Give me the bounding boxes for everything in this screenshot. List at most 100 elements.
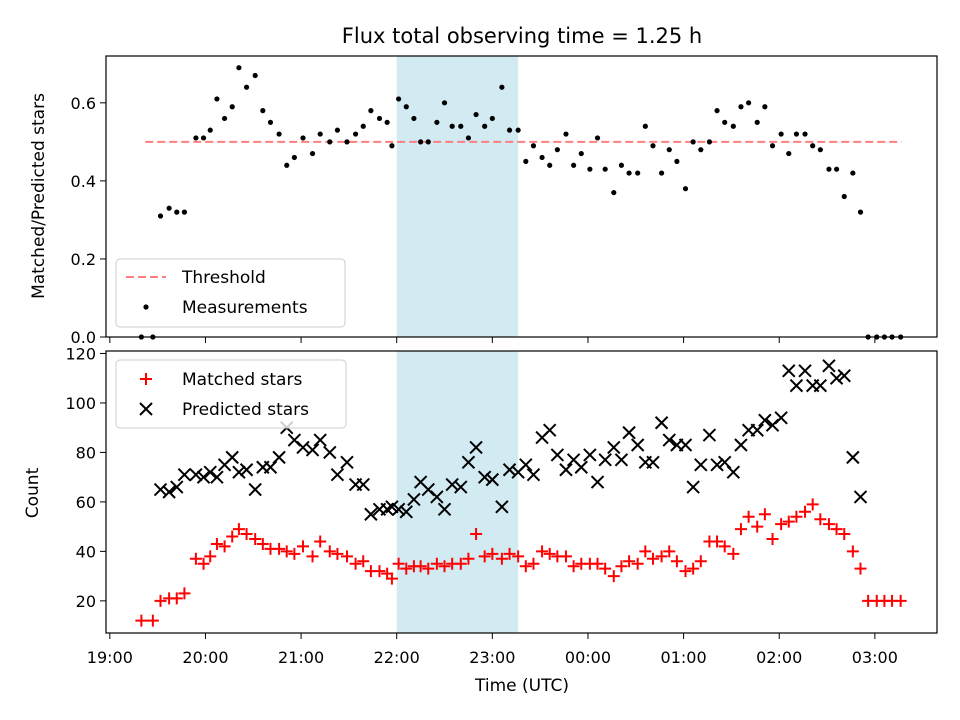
measurement-point bbox=[243, 84, 250, 90]
predicted-stars-point bbox=[846, 450, 860, 465]
matched-stars-point bbox=[519, 560, 532, 573]
measurement-point bbox=[166, 205, 172, 211]
measurement-point bbox=[291, 154, 297, 161]
measurement-point bbox=[650, 143, 656, 149]
measurement-point bbox=[207, 127, 213, 133]
measurement-point bbox=[317, 131, 323, 137]
matched-stars-point bbox=[727, 547, 740, 560]
legend-predicted-label: Predicted stars bbox=[182, 400, 309, 420]
x-tick-label: 00:00 bbox=[565, 648, 611, 667]
y-tick-label: 0.6 bbox=[71, 94, 96, 113]
matched-stars-point bbox=[830, 523, 843, 536]
legend-matched-swatch bbox=[140, 373, 152, 385]
predicted-stars-point bbox=[583, 448, 597, 462]
ratio-axes-frame bbox=[105, 55, 938, 338]
time-x-axis: 19:00 20:00 21:00 22:00 23:00 00:00 01:00 02:00… bbox=[87, 633, 898, 667]
predicted-stars-point bbox=[196, 470, 211, 484]
matched-stars-point bbox=[799, 505, 812, 518]
matched-stars-point bbox=[385, 572, 398, 585]
predicted-stars-point bbox=[232, 465, 246, 479]
matched-stars-point bbox=[814, 513, 827, 526]
predicted-stars-point bbox=[789, 378, 804, 393]
measurement-point bbox=[714, 108, 720, 114]
measurement-point bbox=[738, 104, 744, 110]
x-tick-label: 03:00 bbox=[852, 648, 898, 667]
count-axes-frame bbox=[105, 350, 938, 634]
matched-stars-point bbox=[758, 508, 771, 521]
x-tick-label: 22:00 bbox=[374, 648, 420, 667]
measurement-point bbox=[626, 170, 632, 176]
predicted-stars-point bbox=[170, 480, 184, 494]
matched-stars-point bbox=[323, 545, 336, 558]
predicted-stars-point bbox=[330, 467, 345, 482]
measurement-point bbox=[376, 115, 383, 122]
measurement-point bbox=[793, 131, 800, 137]
y-tick-label: 60 bbox=[76, 493, 96, 512]
matched-stars-point bbox=[204, 550, 217, 563]
measurement-point bbox=[611, 189, 617, 196]
predicted-stars-point bbox=[829, 371, 844, 385]
matched-stars-point bbox=[478, 550, 491, 563]
predicted-stars-point bbox=[734, 438, 748, 452]
x-axis-label: Time (UTC) bbox=[474, 676, 569, 696]
matched-stars-point bbox=[894, 594, 907, 607]
measurement-point bbox=[418, 139, 424, 145]
measurement-point bbox=[309, 150, 316, 157]
matched-stars-point bbox=[170, 592, 183, 605]
matched-stars-point bbox=[438, 560, 451, 573]
ratio-plot-area bbox=[138, 65, 904, 340]
measurement-point bbox=[571, 162, 577, 168]
predicted-stars-point bbox=[750, 423, 764, 437]
measurement-point bbox=[547, 162, 553, 168]
measurement-point bbox=[236, 65, 242, 71]
predicted-stars-point bbox=[502, 463, 517, 477]
predicted-stars-point bbox=[782, 364, 796, 378]
matched-stars-point bbox=[790, 510, 803, 523]
matched-stars-point bbox=[486, 547, 499, 560]
predicted-stars-point bbox=[519, 458, 533, 472]
measurement-point bbox=[690, 139, 696, 145]
highlight-span bbox=[396, 351, 519, 633]
ratio-y-axis-label: Matched/Predicted stars bbox=[29, 93, 49, 299]
y-tick-label: 100 bbox=[65, 394, 96, 413]
predicted-stars-point bbox=[678, 438, 693, 452]
matched-stars-point bbox=[543, 547, 556, 560]
predicted-stars-point bbox=[239, 463, 254, 477]
ratio-y-axis: 0.0 0.2 0.4 0.6 bbox=[71, 94, 876, 347]
measurement-point bbox=[352, 131, 359, 137]
matched-stars-point bbox=[226, 530, 239, 543]
measurement-point bbox=[229, 104, 235, 110]
y-tick-label: 20 bbox=[76, 592, 96, 611]
matched-stars-point bbox=[197, 557, 210, 570]
measurement-point bbox=[666, 147, 672, 153]
y-tick-label: 0.4 bbox=[71, 172, 96, 191]
predicted-stars-point bbox=[313, 433, 327, 447]
ratio-panel: 0.0 0.2 0.4 0.6 Matched/Predicted stars Thr… bbox=[29, 55, 938, 347]
matched-stars-point bbox=[495, 552, 508, 565]
x-tick-label: 20:00 bbox=[182, 648, 228, 667]
count-legend-box bbox=[115, 359, 347, 429]
predicted-stars-point bbox=[210, 470, 224, 484]
matched-stars-point bbox=[392, 557, 405, 570]
measurement-point bbox=[368, 108, 374, 114]
matched-stars-point bbox=[766, 533, 779, 545]
measurement-point bbox=[327, 139, 333, 145]
measurement-point bbox=[403, 104, 409, 110]
predicted-stars-point bbox=[356, 477, 370, 492]
count-legend: Matched stars Predicted stars bbox=[115, 359, 347, 429]
matched-stars-point bbox=[734, 523, 747, 536]
measurement-point bbox=[635, 170, 641, 176]
matched-stars-point bbox=[154, 594, 167, 607]
matched-stars-point bbox=[240, 528, 253, 541]
measurement-point bbox=[594, 135, 601, 141]
measurement-point bbox=[658, 170, 665, 176]
measurement-point bbox=[554, 147, 560, 153]
y-tick-label: 40 bbox=[76, 542, 96, 561]
measurement-point bbox=[530, 143, 537, 149]
matched-stars-point bbox=[751, 520, 764, 533]
highlight-span bbox=[396, 56, 519, 337]
legend-measurements-swatch bbox=[143, 304, 149, 310]
matched-stars-point bbox=[280, 545, 293, 558]
predicted-stars-point bbox=[391, 502, 406, 517]
